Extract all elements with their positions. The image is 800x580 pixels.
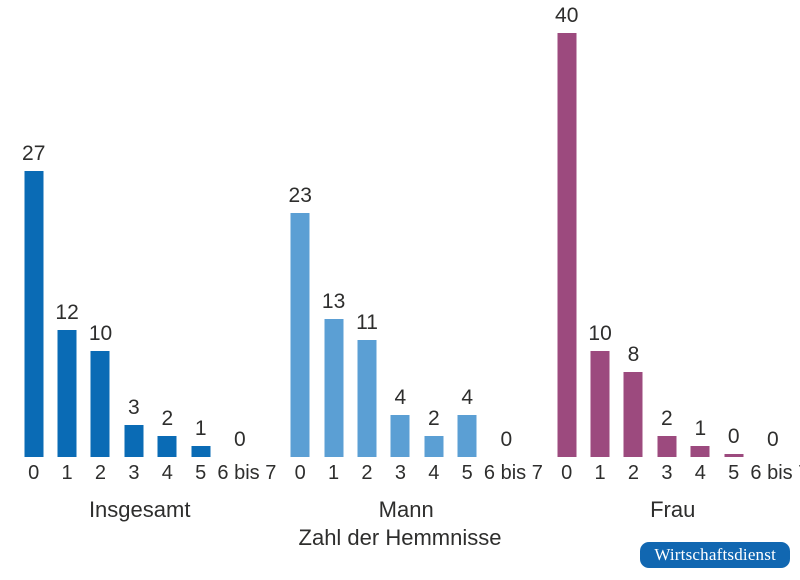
category-slot: 0 6 bis 7 <box>484 17 543 483</box>
bar <box>157 435 177 457</box>
category-slot: 12 1 <box>50 17 83 483</box>
bar <box>90 351 110 457</box>
source-badge: Wirtschaftsdienst <box>640 542 790 568</box>
bar-value-label: 0 <box>500 428 513 451</box>
bar-value-label: 2 <box>161 406 174 430</box>
bar <box>57 329 77 457</box>
bar-value-label: 10 <box>588 322 612 345</box>
x-tick-label: 0 <box>294 462 306 484</box>
bar-value-label: 8 <box>627 343 640 367</box>
category-slot: 0 6 bis 7 <box>750 17 800 483</box>
x-tick-label: 3 <box>394 462 406 484</box>
bar-value-label: 11 <box>356 311 378 335</box>
x-tick-label: 2 <box>361 462 373 484</box>
x-tick-label: 0 <box>28 462 40 484</box>
category-slot: 13 1 <box>317 17 350 483</box>
bar-value-label: 13 <box>321 290 346 314</box>
bar-value-label: 0 <box>234 428 246 451</box>
bar-value-label: 2 <box>661 406 673 430</box>
bar <box>390 414 410 457</box>
bar-value-label: 1 <box>194 417 207 441</box>
x-tick-label: 1 <box>594 462 606 484</box>
x-tick-label: 6 bis 7 <box>750 462 800 484</box>
bar <box>124 425 144 457</box>
bar-value-label: 2 <box>427 406 440 430</box>
bar-value-label: 0 <box>767 428 779 451</box>
bar <box>24 170 44 457</box>
x-tick-label: 4 <box>428 462 440 484</box>
category-slot: 40 0 <box>550 5 583 483</box>
x-tick-label: 5 <box>728 462 740 484</box>
bar-value-label: 4 <box>461 385 474 409</box>
bar <box>623 372 643 457</box>
category-slot: 10 1 <box>583 17 616 483</box>
bar-value-label: 23 <box>288 184 312 208</box>
x-tick-label: 3 <box>661 462 673 484</box>
x-tick-label: 3 <box>128 462 140 484</box>
bar-value-label: 40 <box>555 4 579 27</box>
x-tick-label: 4 <box>694 462 706 484</box>
category-slot: 23 0 <box>284 17 317 483</box>
bar <box>357 340 377 457</box>
x-tick-label: 2 <box>627 462 640 484</box>
bar-value-label: 12 <box>55 300 79 324</box>
bar <box>657 435 677 457</box>
x-tick-label: 6 bis 7 <box>217 462 277 484</box>
bar-value-label: 0 <box>727 425 740 449</box>
bar <box>324 319 344 457</box>
bar <box>724 454 744 457</box>
x-tick-label: 0 <box>561 462 573 484</box>
bar <box>290 213 310 457</box>
bar-value-label: 3 <box>128 396 140 420</box>
group-label: Frau <box>650 497 696 522</box>
bar <box>690 446 710 457</box>
x-tick-label: 6 bis 7 <box>483 462 543 484</box>
bar-value-label: 1 <box>694 417 707 441</box>
x-tick-label: 1 <box>61 462 73 484</box>
bar <box>191 446 211 457</box>
x-tick-label: 2 <box>94 462 107 484</box>
x-tick-label: 5 <box>195 462 207 484</box>
x-tick-label: 1 <box>328 462 340 484</box>
bar-value-label: 27 <box>22 141 46 165</box>
bar <box>457 414 477 457</box>
bar-group-mann: 23 0 13 1 11 2 4 3 2 4 4 5 0 6 bis 7 Mann <box>284 17 543 520</box>
x-tick-label: 4 <box>161 462 173 484</box>
bar <box>557 33 577 457</box>
category-slot: 11 2 <box>350 17 383 483</box>
group-label: Insgesamt <box>88 497 191 522</box>
bar <box>424 435 444 457</box>
bar-value-label: 10 <box>88 322 113 345</box>
category-slot: 10 2 <box>84 17 117 483</box>
bar-value-label: 4 <box>394 385 407 409</box>
x-axis-title: Zahl der Hemmnisse <box>298 525 502 550</box>
bar-group-insgesamt: 27 0 12 1 10 2 3 3 2 4 1 5 0 6 bis 7 Insgesamt <box>17 17 276 521</box>
category-slot: 0 6 bis 7 <box>217 17 276 483</box>
group-label: Mann <box>378 497 434 522</box>
category-slot: 27 0 <box>17 17 50 483</box>
bar <box>590 351 610 457</box>
x-tick-label: 5 <box>461 462 473 484</box>
